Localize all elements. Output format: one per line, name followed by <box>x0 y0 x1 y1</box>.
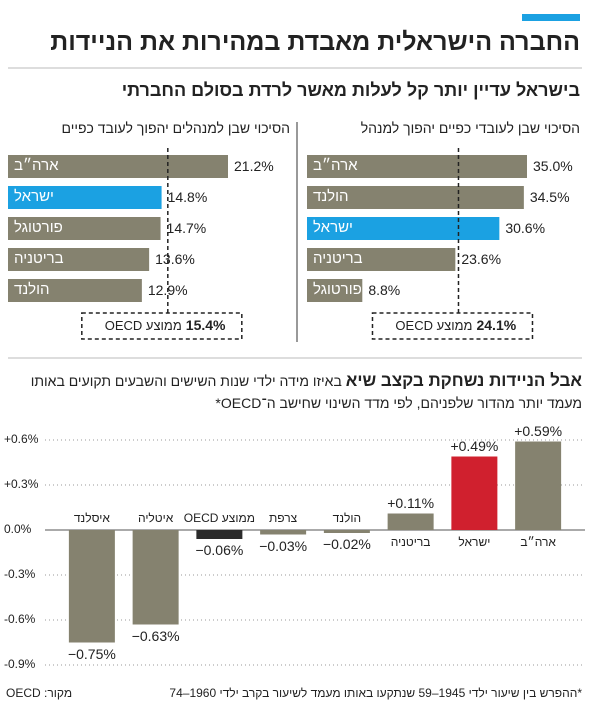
average-box <box>371 312 534 340</box>
average-label: ממוצע OECD <box>395 318 473 333</box>
bar <box>132 530 179 625</box>
value-label: +0.49% <box>450 437 499 454</box>
bar-label: ארה״ב <box>14 157 59 174</box>
bar <box>323 530 370 533</box>
x-tick-label: ישראל <box>458 535 491 549</box>
y-tick-label: 0.0% <box>4 522 32 536</box>
bar <box>8 279 142 302</box>
bar-label: ארה״ב <box>313 157 358 174</box>
y-tick-label: -0.3% <box>4 567 36 581</box>
bar-label: פורטוגל <box>14 219 63 236</box>
bar <box>8 155 228 178</box>
bar <box>8 186 162 209</box>
value-label: 23.6% <box>461 251 502 267</box>
value-label: +0.59% <box>514 422 563 439</box>
bar <box>196 530 243 539</box>
bar <box>307 155 527 178</box>
value-label: 30.6% <box>505 220 546 236</box>
x-tick-label: ארה״ב <box>520 535 556 549</box>
average-value: 15.4% <box>185 317 226 333</box>
panel-title: הסיכוי שבן למנהלים יהפוך לעובד כפיים <box>61 120 290 136</box>
subtitle: בישראל עדיין יותר קל לעלות מאשר לרדת בסו… <box>121 80 580 100</box>
x-tick-label: בריטניה <box>390 535 431 549</box>
accent-bar <box>522 14 580 21</box>
bar-label: בריטניה <box>313 250 363 267</box>
section-subtitle: באיזו מידה ילדי שנות השישים והשבעים תקוע… <box>30 373 582 411</box>
bar <box>8 217 161 240</box>
average-box <box>81 312 243 340</box>
value-label: 34.5% <box>529 189 570 205</box>
bar <box>68 530 115 643</box>
average-value: 24.1% <box>476 317 517 333</box>
bar <box>451 456 498 530</box>
bar-label: הולנד <box>313 188 349 205</box>
title: החברה הישראלית מאבדת במהירות את הניידות <box>50 28 580 56</box>
y-tick-label: -0.6% <box>4 612 36 626</box>
x-tick-label: איסלנד <box>73 511 110 525</box>
bar <box>260 530 307 535</box>
bar <box>307 217 500 240</box>
bar <box>307 279 363 302</box>
value-label: +0.11% <box>387 494 435 511</box>
x-tick-label: איטליה <box>137 511 174 525</box>
y-tick-label: +0.3% <box>4 477 39 491</box>
value-label: 12.9% <box>147 282 188 298</box>
value-label: −0.63% <box>131 627 180 644</box>
source: מקור: OECD <box>6 686 73 700</box>
bar-label: הולנד <box>14 281 50 298</box>
y-tick-label: -0.9% <box>4 657 36 671</box>
bar <box>307 248 456 271</box>
panel-title: הסיכוי שבן לעובדי כפיים יהפוך למנהל <box>360 120 580 136</box>
bar-label: בריטניה <box>14 250 64 267</box>
value-label: 14.7% <box>166 220 207 236</box>
footnote: *ההפרש בין שיעור ילדי 1945–59 שנתקעו באו… <box>169 686 582 700</box>
section-heading: אבל הניידות נשחקת בקצב שיא באיזו מידה יל… <box>7 370 582 414</box>
x-tick-label: ממוצע OECD <box>183 511 255 525</box>
value-label: −0.75% <box>67 645 116 662</box>
bar <box>307 186 524 209</box>
average-label: ממוצע OECD <box>104 318 182 333</box>
y-tick-label: +0.6% <box>4 432 39 446</box>
x-tick-label: הולנד <box>332 511 362 525</box>
bar <box>387 513 434 530</box>
value-label: 35.0% <box>533 158 573 174</box>
bar <box>515 441 562 530</box>
value-label: 8.8% <box>368 282 401 298</box>
bar <box>8 248 150 271</box>
value-label: −0.03% <box>259 537 308 554</box>
bar-label: ישראל <box>313 219 353 236</box>
bar-label: ישראל <box>14 188 54 205</box>
value-label: 14.8% <box>167 189 208 205</box>
section-title: אבל הניידות נשחקת בקצב שיא <box>345 371 582 390</box>
value-label: −0.06% <box>195 542 244 558</box>
x-tick-label: צרפת <box>269 511 298 525</box>
bar-label: פורטוגל <box>313 281 362 298</box>
value-label: 13.6% <box>155 251 195 267</box>
value-label: 21.2% <box>234 158 274 174</box>
value-label: −0.02% <box>322 536 371 552</box>
